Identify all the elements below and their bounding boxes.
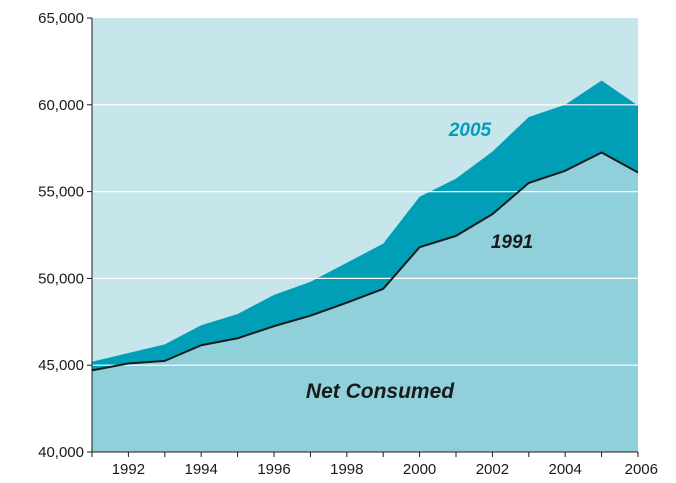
- series-label-2005: 2005: [448, 120, 492, 141]
- line-1991: [91, 151, 639, 372]
- x-tick-label: 2006: [625, 461, 658, 478]
- x-tick-label: 2004: [549, 461, 582, 478]
- y-tick-label: 55,000: [38, 184, 84, 201]
- area-label-net-consumed: Net Consumed: [306, 380, 455, 403]
- x-tick-labels: 1992 1994 1996 1998 2000 2002 2004 2006: [112, 461, 658, 478]
- y-tick-label: 45,000: [38, 357, 84, 374]
- x-tick-label: 2000: [403, 461, 436, 478]
- y-tick-label: 65,000: [38, 10, 84, 27]
- y-tick-label: 50,000: [38, 270, 84, 287]
- y-tick-label: 40,000: [38, 444, 84, 461]
- y-tick-label: 60,000: [38, 97, 84, 114]
- axes: [87, 17, 639, 457]
- x-tick-label: 1998: [330, 461, 363, 478]
- x-tick-label: 1992: [112, 461, 145, 478]
- x-tick-label: 1994: [185, 461, 218, 478]
- y-tick-labels: 40,000 45,000 50,000 55,000 60,000 65,000: [38, 10, 84, 461]
- series-label-1991: 1991: [491, 232, 533, 253]
- x-tick-label: 2002: [476, 461, 509, 478]
- x-tick-label: 1996: [257, 461, 290, 478]
- gridlines: [92, 104, 638, 366]
- area-net-consumed: [92, 152, 638, 453]
